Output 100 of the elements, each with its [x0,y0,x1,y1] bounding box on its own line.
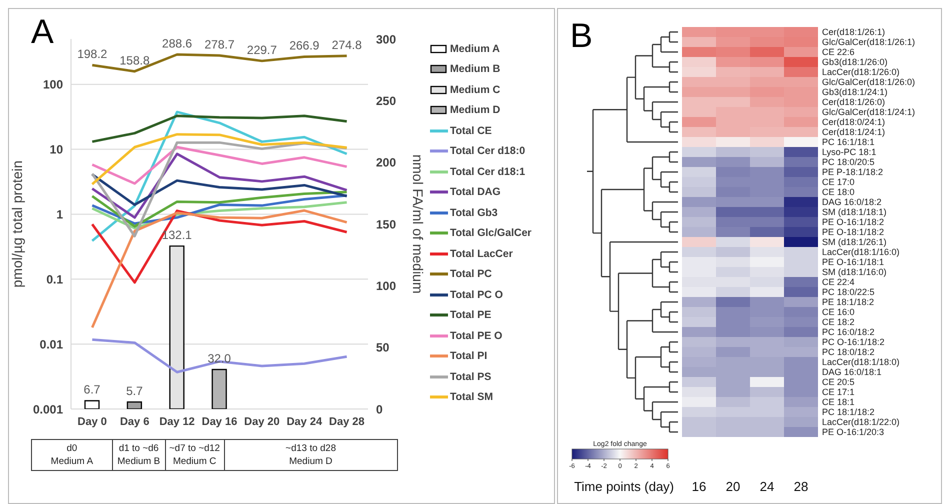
y2-tick-label: 300 [376,32,396,46]
data-label: 288.6 [162,36,192,50]
y-tick-label: LacCer(d18:1/22:0) [822,417,900,428]
legend-label: Total PE [450,309,492,322]
text: d1 to ~d6 Medium B [112,439,166,471]
y-tick-label: LacCer(d18:1/18:0) [822,357,900,368]
y-tick-label: Gb3(d18:1/24:1) [822,87,888,98]
y2-tick-label: 250 [376,94,396,108]
y-tick-label: DAG 16:0/18:2 [822,197,882,208]
data-label: 229.7 [246,42,278,57]
legend-label: Total Cer d18:1 [450,166,526,178]
legend-label: Total LacCer [450,248,513,260]
line-series [90,152,348,219]
y-tick-label: CE 16:0 [822,307,855,318]
line-series [90,114,348,143]
x-tick-label: Day 28 [329,416,365,428]
legend-label: Medium A [450,42,500,55]
y-tick-label: CE 17:0 [822,177,855,188]
y2-tick-label: 150 [376,217,396,232]
text: ~d7 to ~d12 Medium C [164,439,225,471]
x-tick-label: 28 [794,479,808,494]
line-series [90,210,348,284]
y-tick-label: DAG 16:0/18:1 [822,367,882,378]
legend-label: Total Cer d18:0 [450,145,526,158]
line-series [90,338,348,374]
data-label: 132.1 [162,228,192,242]
y2-axis-title: nmol FA/ml of medium [410,154,426,294]
text: ~d13 to d28 Medium D [224,439,398,471]
legend-label: Total PC [450,268,492,280]
y-tick-label: Cer(d18:1/24:1) [822,127,886,138]
y-tick-label: PE O-16:1/20:3 [822,427,884,438]
y-tick-label: 0.01 [40,337,64,352]
y-tick-label: 10 [50,142,64,157]
y-tick-label: Cer(d18:0/24:1) [822,117,886,128]
legend-label: Total DAG [450,186,501,198]
data-label: 6.7 [84,382,101,397]
line-series [90,133,348,186]
y-tick-label: SM (d18:1/18:1) [822,207,887,218]
y-tick-label: 0.1 [46,272,64,286]
data-label: 158.8 [120,53,150,68]
y-tick-label: PC 16:0/18:2 [822,327,875,338]
y-tick-label: CE 18:2 [822,317,855,328]
y-tick-label: CE 20:5 [822,377,855,388]
y-tick-label: SM (d18:1/26:1) [822,237,887,248]
data-label: 274.8 [332,38,362,52]
y-tick-label: PC 18:0/22:5 [822,287,875,298]
y-tick-label: SM (d18:1/16:0) [822,267,887,278]
data-label: 278.7 [204,37,235,52]
legend-label: Total PS [450,370,492,383]
line-series [90,146,348,185]
legend-label: Total SM [450,391,493,404]
y2-tick-label: 50 [376,340,390,355]
x-tick-label: 16 [692,479,706,494]
y-tick-label: CE 18:0 [822,187,855,198]
y-tick-label: PC 18:0/20:5 [822,157,875,168]
x-tick-label: Day 20 [244,416,280,428]
y-tick-label: Cer(d18:1/26:1) [822,27,886,38]
data-label: 5.7 [126,384,144,398]
legend-label: Total PI [450,350,488,362]
y-tick-label: PC 18:0/18:2 [822,347,875,358]
y-tick-label: Glc/GalCer(d18:1/26:0) [822,77,916,88]
legend-label: Medium B [450,63,500,76]
y-tick-label: Glc/GalCer(d18:1/24:1) [822,107,916,118]
y-tick-label: LacCer(d18:1/26:0) [822,67,900,78]
x-tick-label: 24 [760,479,774,494]
y-tick-label: Cer(d18:1/26:0) [822,97,886,108]
legend-label: Total CE [450,124,492,137]
chart-title: B [570,17,593,55]
x-tick-label: Day 24 [286,416,323,428]
y2-tick-label: 100 [376,278,396,293]
y-tick-label: 1 [56,207,64,222]
legend-label: Total Glc/GalCer [450,227,532,240]
x-tick-label: Day 6 [120,416,150,428]
y-tick-label: 0.001 [32,402,64,416]
y-tick-label: PE P-18:1/18:2 [822,167,884,178]
y-axis-title: pmol/µg total protein [8,160,25,288]
line-series [90,209,348,329]
x-tick-label: Day 16 [202,416,238,428]
x-axis-title: Time points (day) [574,479,674,494]
legend-label: Total PE O [450,330,502,342]
y-tick-label: CE 22:6 [822,47,855,58]
y-tick-label: Gb3(d18:1/26:0) [822,57,888,68]
y-tick-label: LacCer(d18:1/16:0) [822,247,900,258]
y-tick-label: CE 18:1 [822,397,855,408]
legend-label: Medium D [450,104,500,116]
y-tick-label: 100 [42,78,64,92]
y-tick-label: Lyso-PC 18:1 [822,147,876,158]
x-tick-label: Day 12 [159,416,195,428]
y-tick-label: CE 22:4 [822,277,855,288]
y-tick-label: PC 16:1/18:1 [822,137,875,148]
data-label: 198.2 [77,47,108,62]
text: d0 Medium A [31,439,113,471]
y2-tick-label: 200 [376,156,396,170]
y-tick-label: PE 18:1/18:2 [822,297,874,308]
y-tick-label: PE O-16:1/18:1 [822,257,884,268]
legend-label: Total PC O [450,288,503,301]
data-label: 266.9 [289,38,320,53]
legend-label: Medium C [450,84,500,96]
y-tick-label: Glc/GalCer(d18:1/26:1) [822,37,916,48]
chart-title: A [31,13,54,52]
